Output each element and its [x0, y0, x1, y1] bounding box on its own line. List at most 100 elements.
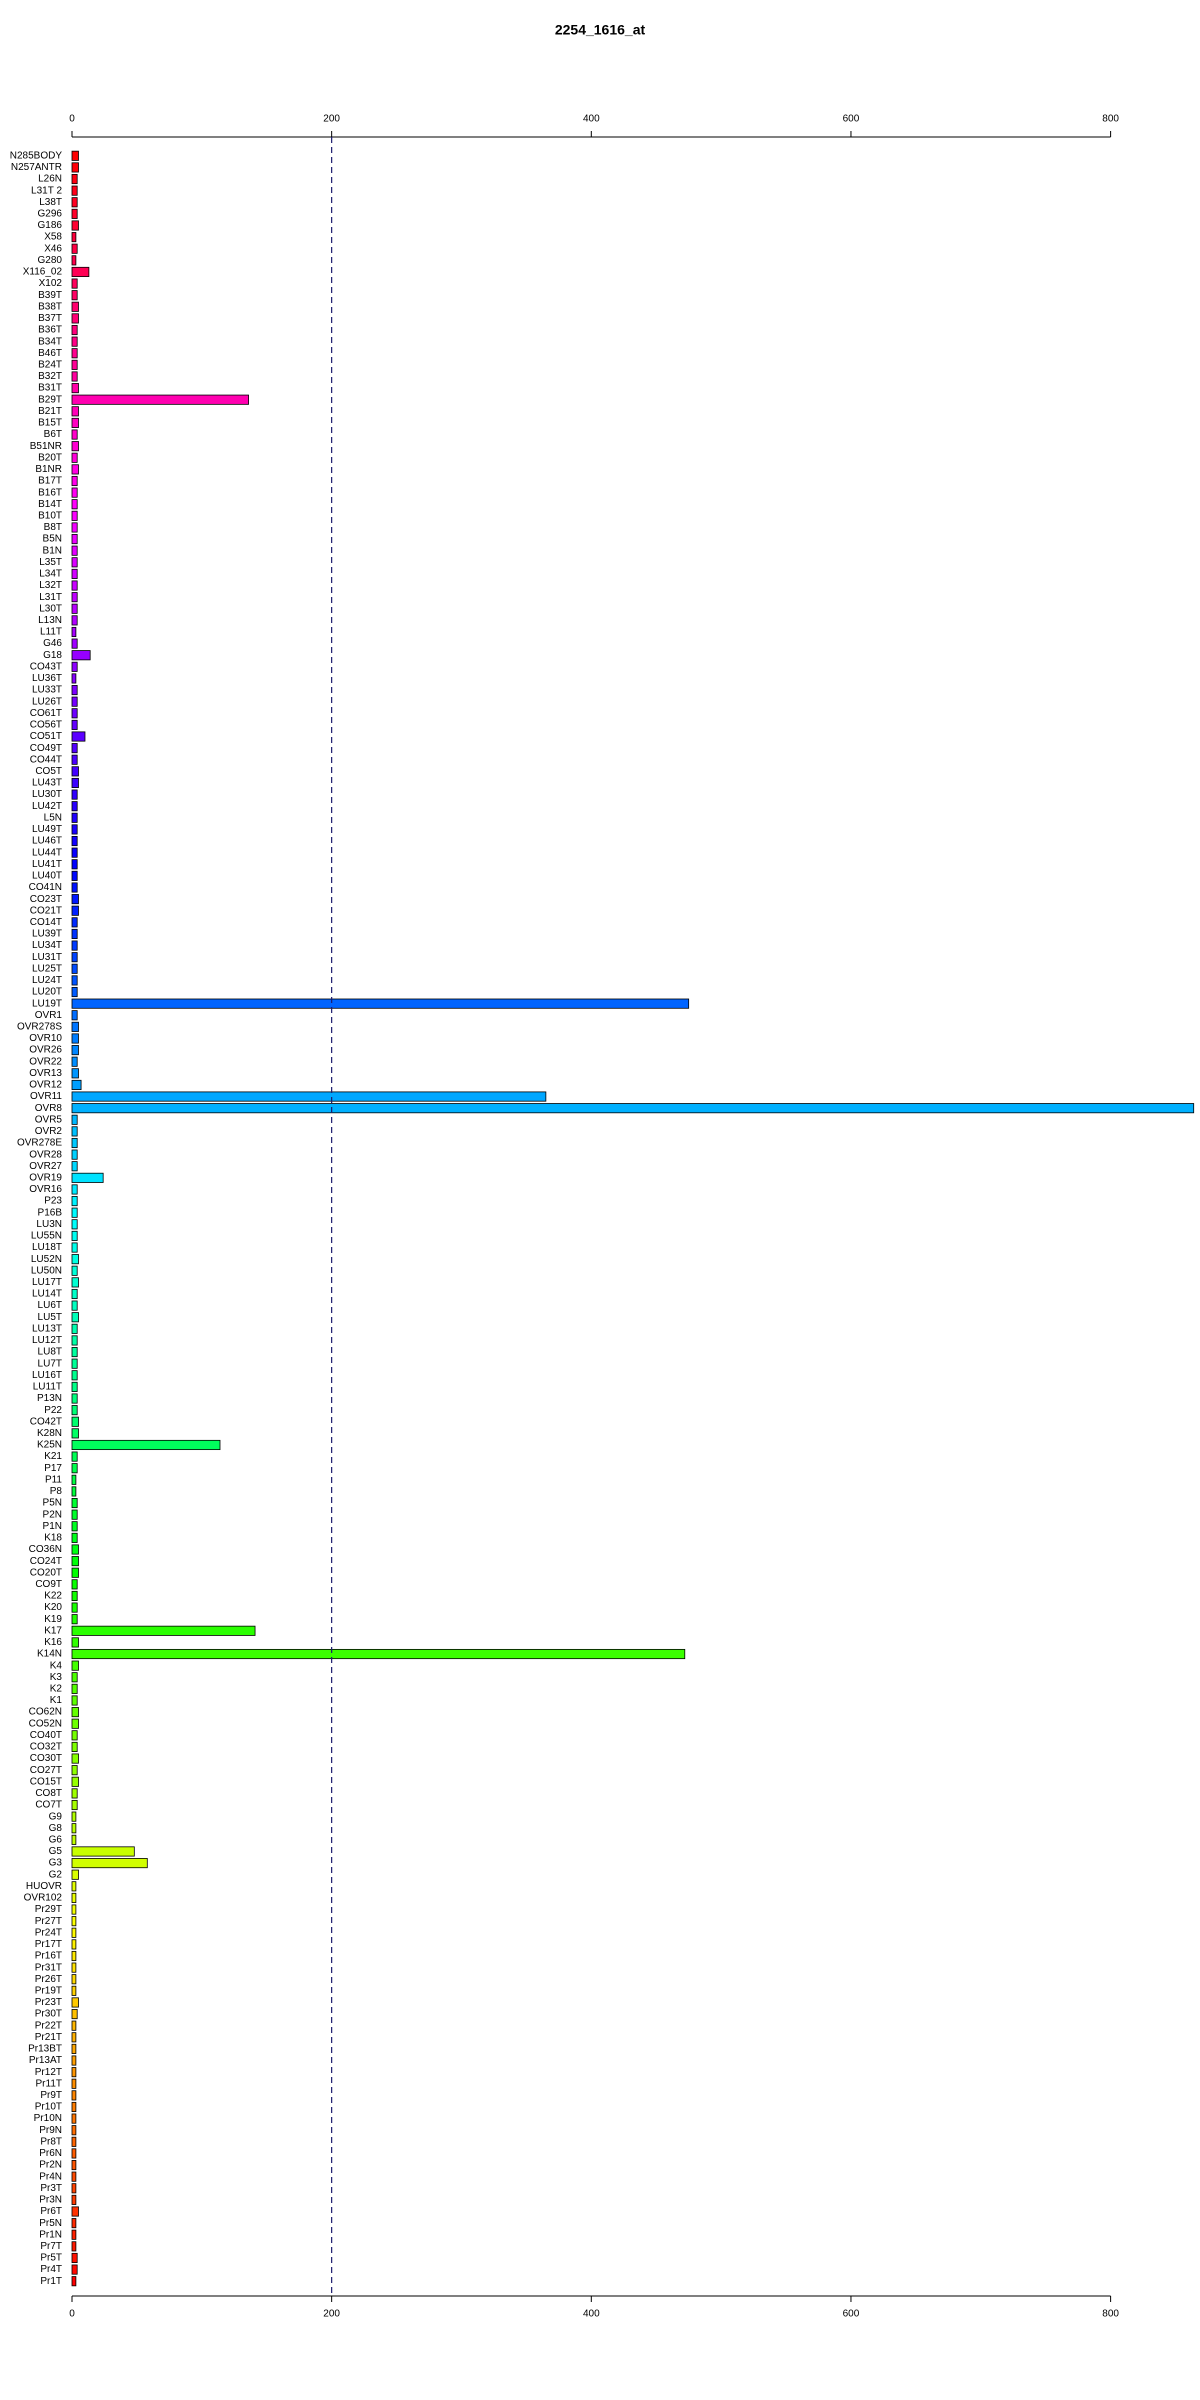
y-tick-label: K2	[50, 1684, 63, 1695]
bar	[71, 2125, 77, 2136]
bar	[71, 1056, 78, 1067]
bar	[71, 162, 79, 173]
bar	[71, 801, 78, 812]
bar	[71, 580, 78, 591]
y-tick-label: LU43T	[32, 778, 62, 789]
y-tick-label: CO49T	[30, 743, 62, 754]
bar	[71, 2136, 77, 2147]
bar	[71, 1486, 77, 1497]
y-tick-label: B20T	[38, 452, 62, 463]
y-tick-label: G18	[43, 650, 62, 661]
bar	[71, 255, 77, 266]
y-tick-label: LU36T	[32, 673, 62, 684]
bar	[71, 789, 78, 800]
y-tick-label: LU55N	[31, 1231, 62, 1242]
y-tick-label: LU25T	[32, 963, 62, 974]
bar	[71, 615, 78, 626]
bar	[71, 1590, 78, 1602]
y-tick-label: CO44T	[30, 754, 62, 765]
y-tick-label: CO21T	[30, 905, 62, 916]
bar	[71, 383, 79, 394]
y-tick-label: B17T	[38, 476, 62, 487]
bar	[71, 2264, 78, 2275]
bar	[71, 1904, 77, 1915]
bar	[71, 2276, 77, 2287]
bar	[71, 1648, 686, 1660]
bar	[71, 592, 78, 603]
chart-title: 2254_1616_at	[555, 22, 646, 38]
y-tick-label: LU33T	[32, 685, 62, 696]
bar	[71, 1184, 78, 1195]
bar	[71, 2218, 77, 2229]
y-tick-label: CO23T	[30, 894, 62, 905]
y-tick-label: LU6T	[38, 1300, 62, 1311]
y-tick-label: LU31T	[32, 952, 62, 963]
y-tick-label: Pr19T	[35, 1985, 62, 1996]
bar	[71, 290, 78, 301]
y-tick-label: Pr2N	[39, 2160, 62, 2171]
bar	[71, 313, 79, 324]
y-tick-label: Pr16T	[35, 1951, 62, 1962]
bar	[71, 1776, 79, 1787]
y-tick-label: CO15T	[30, 1776, 62, 1787]
y-tick-label: B46T	[38, 348, 62, 359]
bar	[71, 835, 78, 847]
bar	[71, 243, 78, 254]
y-tick-label: LU11T	[33, 1382, 62, 1393]
bar	[71, 406, 79, 417]
y-tick-label: K20	[44, 1602, 62, 1613]
y-tick-label: LU50N	[31, 1265, 62, 1276]
y-tick-label: Pr13AT	[29, 2055, 62, 2066]
y-tick-label: Pr22T	[35, 2020, 62, 2031]
y-tick-label: B21T	[38, 406, 62, 417]
bar	[71, 1544, 79, 1555]
y-tick-label: L11T	[40, 627, 62, 638]
bar	[71, 1439, 221, 1451]
bar	[71, 1114, 78, 1125]
bar	[71, 464, 79, 475]
bar	[71, 1149, 78, 1160]
bar	[71, 185, 78, 196]
x-tick-label: 200	[323, 114, 340, 125]
bar	[71, 1288, 78, 1300]
y-tick-label: K21	[44, 1451, 62, 1462]
bar	[71, 696, 78, 707]
y-tick-label: CO7T	[35, 1800, 62, 1811]
y-tick-label: LU30T	[32, 789, 62, 800]
bar	[71, 2206, 79, 2217]
bar	[71, 1683, 78, 1694]
bar	[71, 1277, 79, 1288]
y-tick-label: LU39T	[32, 929, 62, 940]
bar	[71, 1939, 77, 1950]
y-tick-label: LU41T	[32, 859, 62, 870]
bar	[71, 1858, 148, 1869]
bar	[71, 1695, 78, 1706]
bar	[71, 1126, 78, 1137]
bar	[71, 2043, 77, 2054]
y-tick-label: B15T	[38, 418, 62, 429]
bar	[71, 371, 78, 382]
y-tick-label: K28N	[37, 1428, 62, 1439]
bar	[71, 522, 78, 533]
x-tick-label: 800	[1102, 2309, 1119, 2320]
y-tick-label: L38T	[39, 197, 62, 208]
bar	[71, 545, 78, 556]
bar	[71, 1219, 78, 1230]
y-tick-label: Pr4T	[40, 2264, 62, 2275]
x-tick-label: 0	[69, 2309, 75, 2320]
bar	[71, 766, 79, 777]
y-tick-label: LU42T	[32, 801, 62, 812]
y-tick-label: LU5T	[38, 1312, 62, 1323]
y-tick-label: Pr30T	[35, 2009, 62, 2020]
bar	[71, 1103, 1195, 1114]
bar	[71, 1811, 77, 1822]
y-tick-label: Pr6T	[40, 2206, 62, 2217]
y-tick-label: CO51T	[30, 731, 62, 742]
y-tick-label: G3	[49, 1858, 63, 1869]
y-tick-label: CO41N	[29, 882, 62, 893]
y-tick-label: K4	[50, 1660, 63, 1671]
y-tick-label: K14N	[37, 1649, 62, 1660]
bar	[71, 1300, 78, 1311]
bar	[71, 1916, 77, 1927]
bar	[71, 1521, 78, 1532]
